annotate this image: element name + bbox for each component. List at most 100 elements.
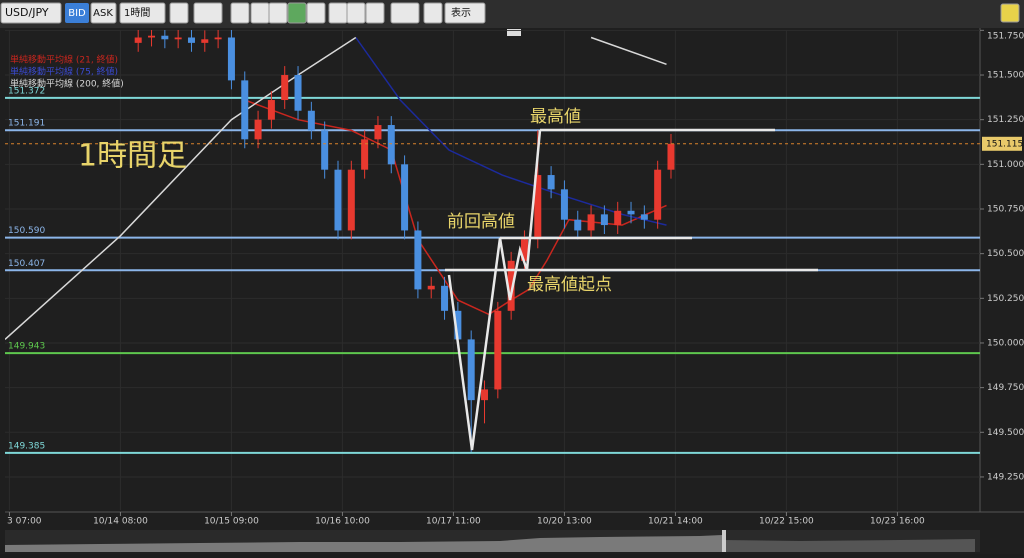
candle-body [560, 189, 568, 220]
navigator-handle[interactable] [722, 530, 726, 552]
candle-body [574, 219, 582, 231]
candle-body [467, 339, 475, 401]
bid-label: BID [68, 8, 86, 19]
candle-body [334, 169, 342, 231]
current-price-label: 151.115 [986, 139, 1023, 149]
candle-body [401, 164, 409, 231]
candle-body [347, 169, 355, 231]
tool-button[interactable] [306, 2, 326, 24]
candle-body [241, 80, 249, 140]
timeframe-annotation: 1時間足 [78, 139, 187, 174]
tool-button[interactable] [346, 2, 366, 24]
bid-button[interactable] [65, 3, 89, 23]
candle-body [481, 389, 489, 401]
current-price-tag [982, 136, 1022, 151]
y-tick-label: 150.250 [987, 294, 1024, 304]
ask-label: ASK [93, 8, 113, 19]
y-tick-label: 151.500 [987, 71, 1024, 81]
tool-button[interactable] [423, 2, 443, 24]
timeframe: 1時間 [124, 7, 150, 19]
candle-body [254, 119, 262, 140]
candle-body [640, 214, 648, 220]
collapse-handle[interactable] [507, 29, 521, 36]
y-tick-label: 149.250 [987, 472, 1024, 482]
level-label: 150.407 [8, 259, 45, 269]
x-tick-label: 10/22 15:00 [759, 517, 814, 527]
candle-body [134, 37, 142, 43]
level-label: 151.191 [8, 119, 45, 129]
x-tick-label: 10/21 14:00 [648, 517, 703, 527]
ask-button[interactable] [90, 2, 117, 24]
y-tick-label: 150.750 [987, 204, 1024, 214]
candle-body [614, 210, 622, 226]
moving-average [355, 37, 667, 226]
x-tick-label: 10/16 10:00 [315, 517, 370, 527]
view-label: 表示 [451, 6, 471, 19]
y-tick-label: 151.250 [987, 115, 1024, 125]
tool-button[interactable] [365, 2, 385, 24]
legend-entry: 単純移動平均線 (75, 終値) [10, 66, 118, 78]
candle-body [307, 110, 315, 131]
y-tick-label: 150.000 [987, 338, 1024, 348]
candle-body [267, 100, 275, 120]
legend-entry: 単純移動平均線 (21, 終値) [10, 54, 118, 66]
timeframe-select[interactable] [119, 2, 166, 24]
tool-icons [230, 2, 443, 24]
candle-body [187, 37, 195, 43]
candle-body [520, 239, 528, 261]
tool-button[interactable] [268, 2, 288, 24]
x-tick-label: 10/23 16:00 [870, 517, 925, 527]
y-tick-label: 150.500 [987, 249, 1024, 259]
candle-body [294, 75, 302, 111]
zoom-out[interactable] [250, 2, 270, 24]
x-tick-label: 10/20 13:00 [537, 517, 592, 527]
candle-body [627, 210, 635, 215]
y-tick-label: 149.750 [987, 383, 1024, 393]
drawn-zigzag [447, 129, 542, 451]
chart-type-button[interactable] [193, 2, 223, 24]
zoom-in[interactable] [230, 2, 250, 24]
navigator-area [722, 539, 975, 552]
annotation: 前回高値 [447, 212, 515, 232]
candle-body [427, 285, 435, 290]
legend-entry: 単純移動平均線 (200, 終値) [10, 78, 124, 90]
candle-body [214, 37, 222, 40]
view-select[interactable] [444, 2, 486, 24]
x-tick-label: 10/17 11:00 [426, 517, 481, 527]
candle-body [281, 75, 289, 101]
candle-body [414, 230, 422, 290]
candle-body [161, 35, 169, 40]
level-label: 151.372 [8, 86, 45, 96]
candle-body [600, 214, 608, 226]
settings-button[interactable] [1000, 3, 1020, 23]
annotation: 最高値起点 [527, 275, 612, 295]
candle-body [174, 37, 182, 40]
candle-body [148, 35, 156, 38]
candle-body [494, 310, 502, 390]
x-tick-label: 10/14 08:00 [93, 517, 148, 527]
plot-area [5, 30, 980, 510]
candle-body [587, 214, 595, 231]
candle-body [387, 125, 395, 165]
annotation: 最高値 [530, 107, 581, 127]
tool-button[interactable] [287, 2, 307, 24]
moving-average [5, 36, 667, 340]
tool-button[interactable] [328, 2, 348, 24]
candle-body [227, 37, 235, 81]
y-tick-label: 151.750 [987, 32, 1024, 42]
candle-body [321, 130, 329, 170]
x-tick-label: 10/15 09:00 [204, 517, 259, 527]
candle-body [441, 285, 449, 311]
candle-body [667, 143, 675, 170]
draw-button[interactable] [390, 2, 420, 24]
symbol-select[interactable] [0, 2, 62, 24]
candle-body [654, 169, 662, 220]
candle-body [454, 310, 462, 340]
candle-body [374, 125, 382, 140]
x-tick-label: 3 07:00 [7, 517, 42, 527]
drawings [445, 128, 818, 451]
y-tick-label: 149.500 [987, 428, 1024, 438]
tool-button[interactable] [169, 2, 189, 24]
